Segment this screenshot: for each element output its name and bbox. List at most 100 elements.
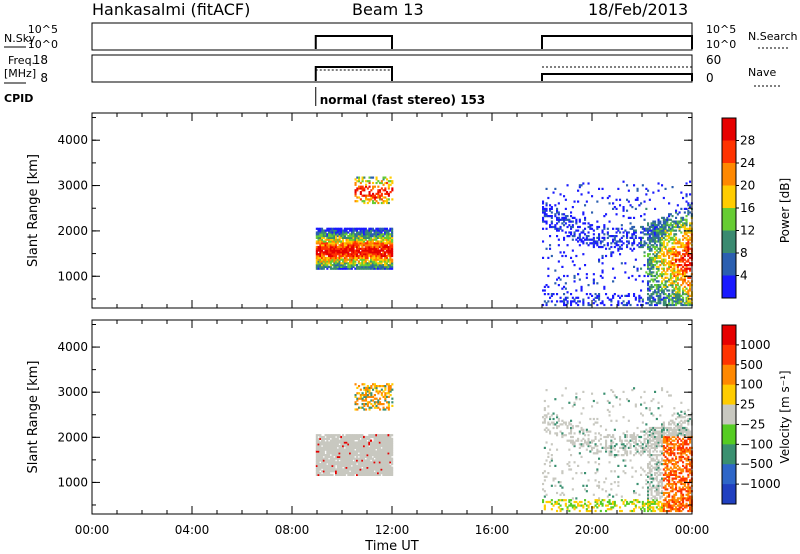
data-cell (385, 249, 388, 252)
data-cell (643, 218, 646, 221)
data-cell (350, 265, 353, 268)
data-cell (654, 247, 657, 250)
data-cell (340, 262, 343, 265)
data-cell (633, 247, 636, 250)
data-cell (689, 282, 692, 285)
data-cell (335, 454, 338, 457)
data-cell (661, 477, 664, 480)
data-cell (592, 278, 595, 281)
data-cell (366, 461, 369, 464)
data-cell (556, 209, 559, 212)
data-cell (335, 245, 338, 249)
data-cell (603, 303, 606, 307)
data-cell (359, 441, 362, 444)
data-cell (356, 244, 359, 247)
data-cell (650, 287, 653, 290)
data-cell (387, 251, 390, 254)
data-cell (345, 434, 348, 437)
data-cell (652, 225, 655, 229)
data-cell (382, 403, 385, 406)
data-cell (652, 435, 655, 439)
data-cell (363, 443, 366, 446)
data-cell (648, 285, 651, 288)
data-cell (648, 289, 651, 292)
data-cell (385, 470, 388, 473)
data-cell (657, 466, 660, 469)
data-cell (384, 187, 387, 190)
data-cell (673, 421, 676, 424)
data-cell (389, 394, 392, 397)
data-cell (366, 244, 369, 247)
data-cell (331, 267, 334, 270)
data-cell (655, 475, 658, 478)
data-cell (601, 187, 604, 190)
data-cell (384, 176, 387, 179)
data-cell (676, 461, 679, 464)
data-cell (368, 388, 371, 391)
data-cell (549, 416, 552, 419)
data-cell (641, 430, 644, 433)
data-cell (638, 506, 641, 509)
data-cell (547, 421, 550, 424)
data-cell (596, 452, 599, 455)
data-cell (613, 502, 616, 505)
data-cell (648, 260, 651, 263)
data-cell (652, 227, 655, 230)
data-cell (391, 267, 394, 270)
data-cell (662, 227, 665, 230)
data-cell (322, 231, 325, 234)
data-cell (596, 282, 599, 285)
data-cell (668, 479, 671, 482)
data-cell (391, 472, 394, 475)
data-cell (666, 426, 669, 430)
data-cell (643, 450, 646, 453)
data-cell (350, 452, 353, 455)
data-cell (356, 235, 359, 238)
data-cell (685, 303, 688, 307)
data-cell (564, 218, 567, 221)
data-cell (347, 446, 350, 449)
data-cell (612, 202, 615, 205)
data-cell (648, 484, 651, 487)
data-cell (345, 242, 348, 245)
data-cell (371, 448, 374, 451)
data-cell (321, 448, 324, 451)
data-cell (331, 264, 334, 267)
data-cell (557, 481, 560, 484)
data-cell (340, 464, 343, 467)
data-cell (675, 274, 678, 278)
data-cell (380, 229, 383, 232)
data-cell (654, 231, 657, 234)
data-cell (662, 278, 665, 281)
data-cell (655, 254, 658, 258)
data-cell (561, 491, 564, 495)
data-cell (373, 386, 376, 389)
data-cell (354, 457, 357, 460)
data-cell (324, 245, 327, 249)
data-cell (317, 258, 320, 261)
data-cell (643, 200, 646, 203)
data-cell (364, 454, 367, 457)
data-cell (645, 233, 648, 236)
data-cell (631, 475, 634, 478)
data-cell (650, 481, 653, 484)
data-cell (363, 457, 366, 460)
data-cell (382, 229, 385, 232)
data-cell (384, 446, 387, 449)
data-cell (370, 435, 373, 439)
data-cell (336, 231, 339, 234)
data-cell (547, 267, 550, 270)
data-cell (634, 231, 637, 234)
data-cell (689, 289, 692, 292)
data-cell (380, 198, 383, 201)
data-cell (380, 244, 383, 247)
data-cell (592, 506, 595, 509)
data-cell (547, 472, 550, 475)
data-cell (371, 441, 374, 444)
data-cell (331, 235, 334, 238)
data-cell (598, 439, 601, 442)
data-cell (365, 183, 368, 186)
data-cell (666, 289, 669, 292)
data-cell (550, 443, 553, 446)
data-cell (662, 425, 665, 428)
